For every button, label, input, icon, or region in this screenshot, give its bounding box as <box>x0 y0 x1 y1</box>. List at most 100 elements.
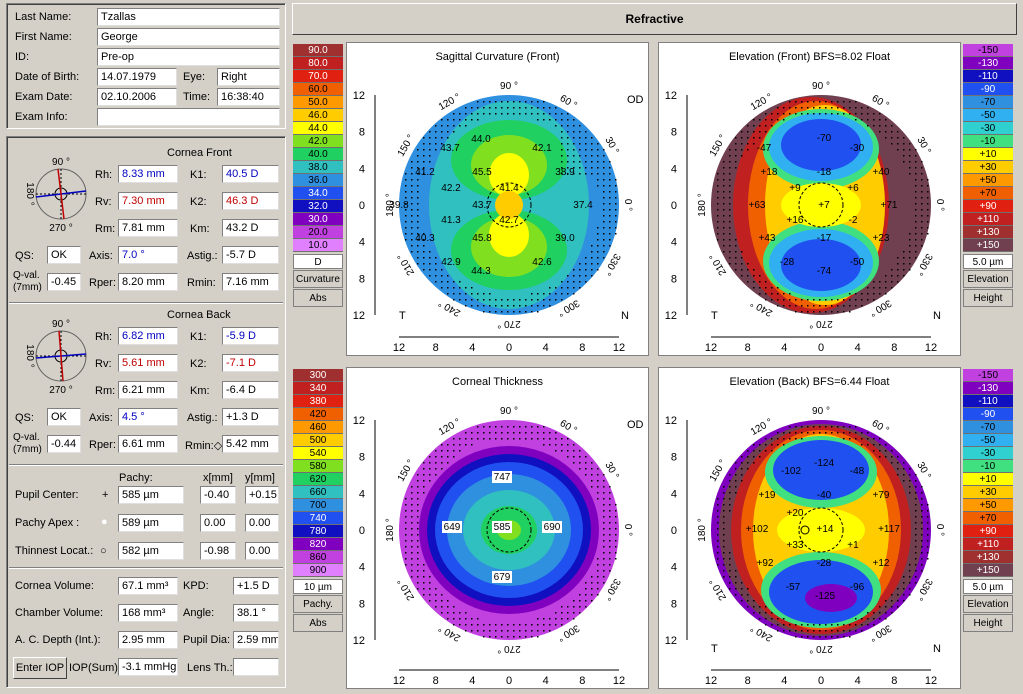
scale-cap1-label: Elevation <box>963 595 1013 613</box>
dot-marker <box>753 456 755 458</box>
first-name-field[interactable]: George <box>97 28 280 46</box>
dot-marker <box>867 293 869 295</box>
corneal-thickness-map[interactable]: Corneal Thickness 12 12 8 8 4 4 0 0 4 4 8 8 12 12 90 °… <box>346 367 649 689</box>
dot-marker <box>717 191 719 193</box>
dot-marker <box>549 618 551 620</box>
curvature-value-label: 45.8 <box>472 233 492 244</box>
dot-marker <box>735 480 737 482</box>
dot-marker <box>555 612 557 614</box>
dot-marker <box>507 113 509 115</box>
dot-marker <box>525 624 527 626</box>
dot-marker <box>609 245 611 247</box>
refractive-header[interactable]: Refractive <box>292 3 1017 35</box>
scale-cell: 420 <box>293 408 343 421</box>
dot-marker <box>615 203 617 205</box>
eye-field[interactable]: Right <box>217 68 280 86</box>
dot-marker <box>753 287 755 289</box>
front-rm-field: 7.81 mm <box>118 219 178 237</box>
dot-marker <box>783 119 785 121</box>
dot-marker <box>573 606 575 608</box>
dot-marker <box>405 215 407 217</box>
dot-marker <box>603 209 605 211</box>
dot-marker <box>831 630 833 632</box>
angle-label: 0 ° <box>622 524 633 536</box>
elevation-value-label: +43 <box>759 233 776 244</box>
dot-marker <box>567 618 569 620</box>
dot-marker <box>447 281 449 283</box>
dot-marker <box>801 299 803 301</box>
back-km-field: -6.4 D <box>222 381 279 399</box>
dot-marker <box>531 624 533 626</box>
exam-date-label: Exam Date: <box>15 91 73 103</box>
dot-marker <box>609 221 611 223</box>
elevation-back-scale[interactable]: -150 -130 -110 -90 -70 -50 -30 -10 +10 +30 +50 +70 +… <box>963 369 1013 632</box>
dot-marker <box>513 107 515 109</box>
scale-cell: 380 <box>293 395 343 408</box>
dot-marker <box>765 281 767 283</box>
dot-marker <box>441 269 443 271</box>
dot-marker <box>801 113 803 115</box>
dot-marker <box>789 113 791 115</box>
time-field[interactable]: 16:38:40 <box>217 88 280 106</box>
last-name-field[interactable]: Tzallas <box>97 8 280 26</box>
dot-marker <box>471 305 473 307</box>
dot-marker <box>435 263 437 265</box>
divider <box>9 567 283 569</box>
scale-unit-label: 5.0 µm <box>963 579 1013 594</box>
dot-marker <box>465 113 467 115</box>
elevation-front-map[interactable]: Elevation (Front) BFS=8.02 Float 12 12 8 8 4… <box>658 42 961 356</box>
dot-marker <box>843 311 845 313</box>
dot-marker <box>603 149 605 151</box>
dot-marker <box>723 197 725 199</box>
dot-marker <box>813 432 815 434</box>
dot-marker <box>927 227 929 229</box>
dot-marker <box>729 582 731 584</box>
dot-marker <box>573 143 575 145</box>
scale-cell: 38.0 <box>293 161 343 174</box>
enter-iop-button[interactable]: Enter IOP <box>13 657 67 679</box>
pachy-scale[interactable]: 300 340 380 420 460 500 540 580 620 660 700 740 780 8… <box>293 369 343 632</box>
dot-marker <box>501 101 503 103</box>
dot-marker <box>579 606 581 608</box>
elevation-back-map[interactable]: Elevation (Back) BFS=6.44 Float 12 12 8 8 4 4… <box>658 367 961 689</box>
dot-marker <box>729 486 731 488</box>
dot-marker <box>501 305 503 307</box>
dot-marker <box>459 618 461 620</box>
dot-marker <box>891 450 893 452</box>
id-field[interactable]: Pre-op <box>97 48 280 66</box>
dob-field[interactable]: 14.07.1979 <box>97 68 177 86</box>
dot-marker <box>405 185 407 187</box>
od-label: OD <box>627 94 644 106</box>
dot-marker <box>441 444 443 446</box>
dot-marker <box>567 161 569 163</box>
curvature-scale[interactable]: 90.0 80.0 70.0 60.0 50.0 46.0 44.0 42.0 40.0 38.0… <box>293 44 343 307</box>
sagittal-curvature-map[interactable]: Sagittal Curvature (Front) 12 12 8 8 4 4 0 0 4 4 8… <box>346 42 649 356</box>
dot-marker <box>807 426 809 428</box>
elevation-front-scale[interactable]: -150 -130 -110 -90 -70 -50 -30 -10 +10 +30 +50 +70 +… <box>963 44 1013 307</box>
exam-date-field[interactable]: 02.10.2006 <box>97 88 177 106</box>
dot-marker <box>903 588 905 590</box>
dot-marker <box>915 528 917 530</box>
dot-marker <box>771 450 773 452</box>
dot-marker <box>465 305 467 307</box>
scale-cell: -110 <box>963 395 1013 408</box>
dot-marker <box>531 630 533 632</box>
dot-marker <box>465 612 467 614</box>
dot-marker <box>417 173 419 175</box>
dot-marker <box>717 552 719 554</box>
dot-marker <box>465 618 467 620</box>
dot-marker <box>579 149 581 151</box>
dot-marker <box>453 119 455 121</box>
dot-marker <box>861 113 863 115</box>
dot-marker <box>897 137 899 139</box>
exam-info-field[interactable] <box>97 108 280 126</box>
dot-marker <box>729 191 731 193</box>
front-rmin-field: 7.16 mm <box>222 273 279 291</box>
dot-marker <box>465 438 467 440</box>
dot-marker <box>735 588 737 590</box>
dot-marker <box>429 275 431 277</box>
dot-marker <box>765 444 767 446</box>
dot-marker <box>903 149 905 151</box>
dot-marker <box>567 143 569 145</box>
n-label: N <box>933 310 941 322</box>
